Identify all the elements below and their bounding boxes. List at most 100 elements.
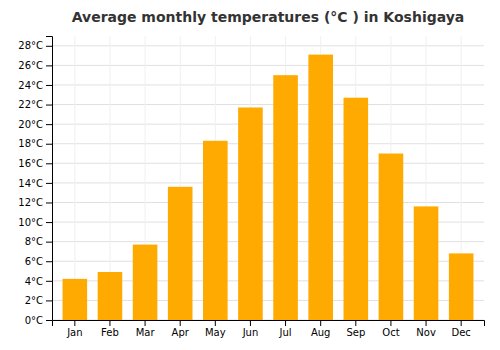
x-tick-mark (320, 320, 321, 326)
y-tick-mark (46, 105, 52, 106)
chart: Jan Feb Mar Apr May Jun Jul Aug Sep Oct Nov Dec 0°C 2… (0, 0, 500, 350)
x-tick-mark (250, 320, 251, 326)
y-tick-label: 26°C (18, 60, 43, 71)
x-tick-label: Feb (101, 327, 119, 338)
grid-line (52, 182, 484, 183)
y-tick-label: 24°C (18, 80, 43, 91)
y-tick: 22°C (18, 99, 52, 110)
y-tick: 20°C (18, 119, 52, 130)
x-tick-mark (215, 320, 216, 326)
bar (379, 154, 404, 320)
y-tick-label: 8°C (25, 236, 43, 247)
y-tick-mark (46, 261, 52, 262)
x-tick: Jun (242, 320, 259, 338)
y-tick-mark (46, 242, 52, 243)
y-tick: 2°C (25, 295, 52, 306)
bar (203, 141, 228, 320)
x-tick-label: Mar (136, 327, 156, 338)
x-tick: Feb (101, 320, 119, 338)
x-tick-mark (426, 320, 427, 326)
y-tick: 4°C (25, 276, 52, 287)
bar (238, 107, 263, 320)
y-tick-mark (46, 320, 52, 321)
y-tick-label: 14°C (18, 178, 43, 189)
y-tick-label: 6°C (25, 256, 43, 267)
y-tick: 6°C (25, 256, 52, 267)
y-tick-mark (46, 124, 52, 125)
bar (133, 245, 158, 320)
x-tick-mark (180, 320, 181, 326)
y-tick: 10°C (18, 217, 52, 228)
plot: Jan Feb Mar Apr May Jun Jul Aug Sep Oct Nov Dec 0°C 2… (18, 36, 484, 338)
bar (344, 98, 369, 320)
x-tick-label: Jul (279, 327, 292, 338)
y-tick-label: 12°C (18, 197, 43, 208)
x-tick: Nov (416, 320, 436, 338)
x-tick-mark (355, 320, 356, 326)
x-tick-label: Dec (451, 327, 470, 338)
x-tick-label: Aug (311, 327, 331, 338)
title: Average monthly temperatures (°C ) in Ko… (72, 9, 465, 25)
y-tick-mark (46, 85, 52, 86)
x-tick: Apr (172, 320, 190, 338)
y-tick: 16°C (18, 158, 52, 169)
y-tick-mark (46, 65, 52, 66)
grid-line (52, 45, 484, 46)
grid-line (52, 143, 484, 144)
y-tick: 24°C (18, 80, 52, 91)
y-tick: 0°C (25, 315, 52, 326)
bars (63, 55, 474, 320)
x-axis: Jan Feb Mar Apr May Jun Jul Aug Sep Oct Nov Dec (53, 320, 485, 338)
bar (273, 75, 298, 320)
y-axis: 0°C 2°C 4°C 6°C 8°C 10°C 12°C 14°C 16°C 18°C 20°C 2… (18, 37, 52, 326)
y-tick-mark (46, 281, 52, 282)
y-tick-mark (46, 183, 52, 184)
x-axis-line (53, 321, 485, 327)
y-tick-label: 16°C (18, 158, 43, 169)
y-tick-label: 4°C (25, 276, 43, 287)
x-tick: Jul (279, 320, 292, 338)
x-tick: Jan (66, 320, 82, 338)
y-tick-mark (46, 144, 52, 145)
x-tick-label: May (205, 327, 226, 338)
y-tick: 18°C (18, 138, 52, 149)
grid-line (52, 65, 484, 66)
x-tick: Mar (136, 320, 156, 338)
x-tick-label: Oct (382, 327, 399, 338)
y-tick-mark (46, 300, 52, 301)
x-tick-label: Apr (172, 327, 190, 338)
y-tick: 12°C (18, 197, 52, 208)
x-tick-label: Jun (242, 327, 259, 338)
y-tick-label: 10°C (18, 217, 43, 228)
grid-line (52, 163, 484, 164)
x-tick: May (205, 320, 226, 338)
y-tick: 8°C (25, 236, 52, 247)
x-tick-mark (390, 320, 391, 326)
x-tick: Aug (311, 320, 331, 338)
y-tick-label: 18°C (18, 138, 43, 149)
x-tick: Oct (382, 320, 399, 338)
x-tick-mark (145, 320, 146, 326)
x-tick: Dec (451, 320, 470, 338)
y-tick: 26°C (18, 60, 52, 71)
x-tick-mark (74, 320, 75, 326)
bar (308, 55, 333, 320)
grid-line (74, 36, 75, 320)
y-tick-mark (46, 46, 52, 47)
y-tick: 28°C (18, 40, 52, 51)
x-tick-label: Sep (346, 327, 365, 338)
grid-line (52, 124, 484, 125)
y-tick: 14°C (18, 178, 52, 189)
y-tick-label: 22°C (18, 99, 43, 110)
y-tick-label: 2°C (25, 295, 43, 306)
grid-line (52, 84, 484, 85)
bar (63, 279, 88, 320)
y-tick-mark (46, 163, 52, 164)
bar (98, 272, 123, 320)
grid-line (52, 202, 484, 203)
grid (52, 36, 484, 320)
y-tick-label: 20°C (18, 119, 43, 130)
x-tick-mark (461, 320, 462, 326)
x-tick-label: Nov (416, 327, 436, 338)
x-tick: Sep (346, 320, 365, 338)
